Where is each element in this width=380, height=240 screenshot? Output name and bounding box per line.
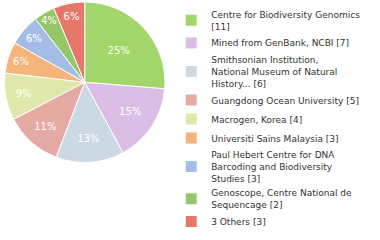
svg-text:13%: 13% <box>77 133 99 144</box>
svg-text:Genoscope, Centre National deS: Genoscope, Centre National deSequencage … <box>211 188 352 210</box>
svg-text:Guangdong Ocean University [5]: Guangdong Ocean University [5] <box>211 96 359 106</box>
svg-text:Paul Hebert Centre for DNABarc: Paul Hebert Centre for DNABarcoding and … <box>211 150 335 183</box>
svg-text:6%: 6% <box>26 33 42 44</box>
svg-text:4%: 4% <box>41 15 56 26</box>
svg-text:6%: 6% <box>64 11 80 22</box>
svg-text:11%: 11% <box>34 121 56 132</box>
svg-text:15%: 15% <box>119 106 141 117</box>
svg-text:Centre for Biodiversity Genomi: Centre for Biodiversity Genomics[11] <box>211 10 360 32</box>
svg-text:9%: 9% <box>16 88 32 99</box>
svg-text:Mined from GenBank, NCBI [7]: Mined from GenBank, NCBI [7] <box>211 38 349 48</box>
svg-text:Universiti Sains Malaysia [3]: Universiti Sains Malaysia [3] <box>211 134 338 144</box>
svg-text:25%: 25% <box>108 45 130 56</box>
svg-text:3 Others [3]: 3 Others [3] <box>211 217 265 227</box>
svg-text:Macrogen, Korea [4]: Macrogen, Korea [4] <box>211 115 302 125</box>
svg-text:Smithsonian Institution,Nation: Smithsonian Institution,National Museum … <box>211 55 337 88</box>
svg-text:6%: 6% <box>13 56 29 67</box>
